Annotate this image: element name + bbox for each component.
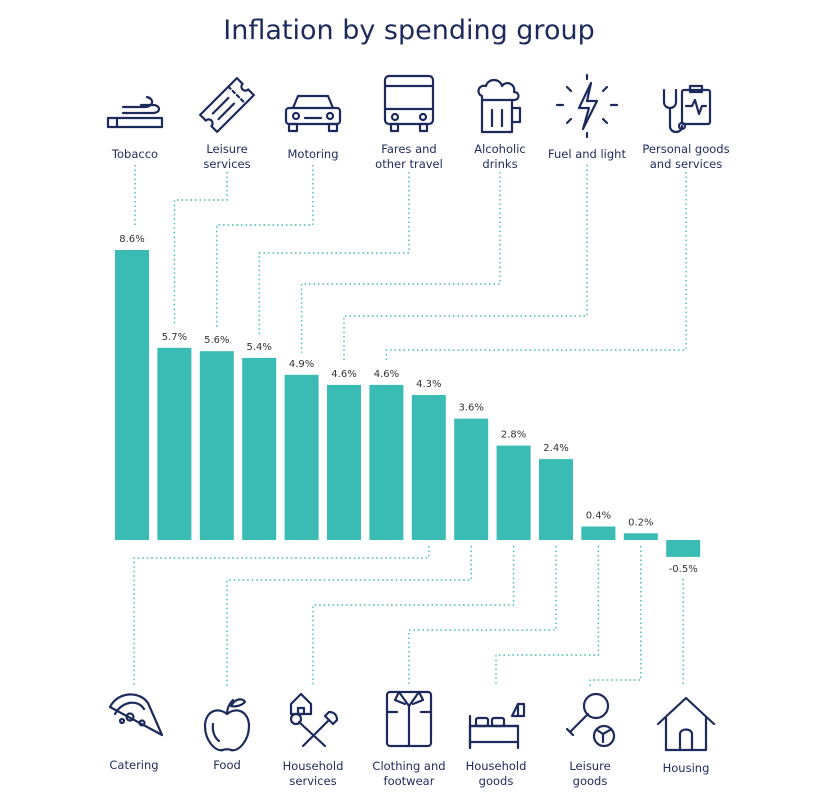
lightning-bolt-icon	[555, 73, 619, 139]
house-icon	[656, 696, 716, 752]
value-label-9: 2.8%	[501, 430, 526, 441]
value-label-4: 4.9%	[289, 359, 314, 370]
house-tools-icon	[289, 692, 339, 748]
value-labels: 8.6% 5.7% 5.6% 5.4% 4.9% 4.6% 4.6% 4.3% 3.6% 2.8%…	[119, 234, 697, 575]
bar-11	[581, 526, 616, 540]
category-label-6-line-0: Personal goods	[642, 142, 729, 156]
category-label-10-line-0: Clothing and	[372, 759, 445, 773]
value-label-6: 4.6%	[374, 369, 399, 380]
category-label-9-line-1: services	[289, 774, 336, 788]
leader-line-8	[226, 546, 472, 686]
leader-line-5	[343, 165, 588, 363]
racket-ball-icon	[565, 692, 616, 748]
category-label-11-line-0: Household	[466, 759, 527, 773]
category-label-12-line-1: goods	[573, 774, 608, 788]
category-label-7-line-0: Catering	[109, 758, 158, 772]
value-label-8: 3.6%	[458, 403, 483, 414]
value-label-0: 8.6%	[119, 234, 144, 245]
category-label-5-line-0: Fuel and light	[548, 147, 626, 161]
stethoscope-clipboard-icon	[662, 84, 712, 134]
bar-4	[284, 374, 319, 540]
bar-6	[369, 384, 404, 540]
category-label-9-line-0: Household	[283, 759, 344, 773]
car-icon	[284, 94, 342, 133]
chart-title: Inflation by spending group	[223, 15, 594, 46]
leader-line-6	[385, 172, 687, 363]
leader-line-10	[408, 546, 557, 686]
category-label-13-line-0: Housing	[663, 761, 710, 775]
value-label-12: 0.2%	[628, 517, 653, 528]
category-label-11-line-1: goods	[479, 774, 514, 788]
leader-line-4	[300, 172, 501, 353]
ticket-icon	[199, 77, 255, 133]
cigarette-icon	[106, 95, 164, 129]
category-label-1-line-0: Leisure	[206, 142, 247, 156]
category-label-3-line-1: other travel	[375, 157, 443, 171]
value-label-13: -0.5%	[669, 564, 698, 575]
bed-icon	[468, 702, 526, 750]
category-label-4-line-0: Alcoholic	[474, 142, 525, 156]
value-label-2: 5.6%	[204, 335, 229, 346]
category-label-0-line-0: Tobacco	[111, 147, 158, 161]
leader-line-7	[133, 546, 430, 686]
bars-group	[115, 250, 701, 557]
bar-13	[666, 540, 701, 557]
bar-0	[115, 250, 149, 540]
leader-line-1	[173, 172, 228, 326]
category-label-1-line-1: services	[203, 157, 250, 171]
leader-line-12	[589, 546, 642, 686]
category-label-10-line-1: footwear	[384, 774, 435, 788]
shirt-icon	[385, 690, 433, 748]
bar-3	[242, 357, 277, 540]
category-label-8-line-0: Food	[213, 758, 241, 772]
category-label-4-line-1: drinks	[482, 157, 517, 171]
bar-8	[454, 418, 489, 540]
category-label-2-line-0: Motoring	[287, 147, 338, 161]
value-label-7: 4.3%	[416, 379, 441, 390]
value-label-3: 5.4%	[246, 342, 271, 353]
leader-line-9	[312, 546, 515, 686]
leader-lines	[133, 165, 687, 686]
bar-12	[623, 533, 658, 540]
apple-icon	[203, 698, 251, 752]
bar-7	[411, 395, 446, 540]
category-label-3-line-0: Fares and	[381, 142, 436, 156]
category-icons	[106, 73, 716, 752]
bar-5	[327, 384, 361, 540]
beer-mug-icon	[477, 78, 522, 134]
value-label-5: 4.6%	[331, 369, 356, 380]
leader-line-2	[216, 165, 314, 330]
category-label-6-line-1: and services	[650, 157, 722, 171]
bus-icon	[383, 74, 435, 133]
category-label-12-line-0: Leisure	[569, 759, 610, 773]
value-label-10: 2.4%	[543, 443, 568, 454]
value-label-1: 5.7%	[162, 332, 187, 343]
bar-1	[157, 347, 192, 540]
leader-line-11	[495, 546, 600, 686]
bar-10	[539, 459, 573, 540]
value-label-11: 0.4%	[586, 511, 611, 522]
bar-9	[496, 445, 531, 540]
bar-2	[199, 351, 234, 540]
pizza-slice-icon	[108, 693, 164, 737]
leader-line-3	[258, 172, 410, 336]
